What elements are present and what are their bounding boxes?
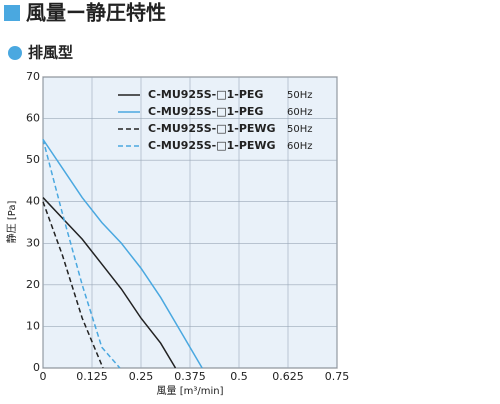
- x-tick-label: 0.5: [230, 370, 248, 383]
- y-tick-label: 70: [26, 70, 40, 83]
- subtitle: 排風型: [28, 44, 73, 62]
- series-line: [42, 139, 121, 369]
- legend-note: 50Hz: [287, 124, 313, 135]
- y-tick-label: 40: [26, 195, 40, 208]
- legend-note: 60Hz: [287, 107, 313, 118]
- y-tick-label: 10: [26, 319, 40, 332]
- x-tick-label: 0: [40, 370, 47, 383]
- series-line: [42, 201, 104, 369]
- series-line: [42, 138, 203, 369]
- subtitle-marker: [8, 46, 22, 60]
- x-axis-label: 風量 [m³/min]: [157, 385, 224, 397]
- title-marker: [4, 5, 20, 21]
- x-tick-label: 0.25: [129, 370, 154, 383]
- legend-note: 50Hz: [287, 90, 313, 101]
- y-tick-label: 0: [33, 361, 40, 374]
- series-line: [42, 197, 177, 369]
- x-tick-label: 0.75: [325, 370, 350, 383]
- y-tick-label: 20: [26, 278, 40, 291]
- x-tick-label: 0.625: [272, 370, 304, 383]
- page-title: 風量ー静圧特性: [26, 1, 166, 25]
- y-tick-label: 30: [26, 236, 40, 249]
- legend-label: C-MU925S-□1-PEWG: [148, 139, 276, 152]
- legend-label: C-MU925S-□1-PEG: [148, 88, 263, 101]
- y-tick-label: 50: [26, 153, 40, 166]
- legend-note: 60Hz: [287, 141, 313, 152]
- x-tick-label: 0.125: [76, 370, 108, 383]
- y-axis-label: 静圧 [Pa]: [5, 201, 18, 244]
- legend-label: C-MU925S-□1-PEG: [148, 105, 263, 118]
- legend-label: C-MU925S-□1-PEWG: [148, 122, 276, 135]
- y-tick-label: 60: [26, 112, 40, 125]
- x-tick-label: 0.375: [174, 370, 206, 383]
